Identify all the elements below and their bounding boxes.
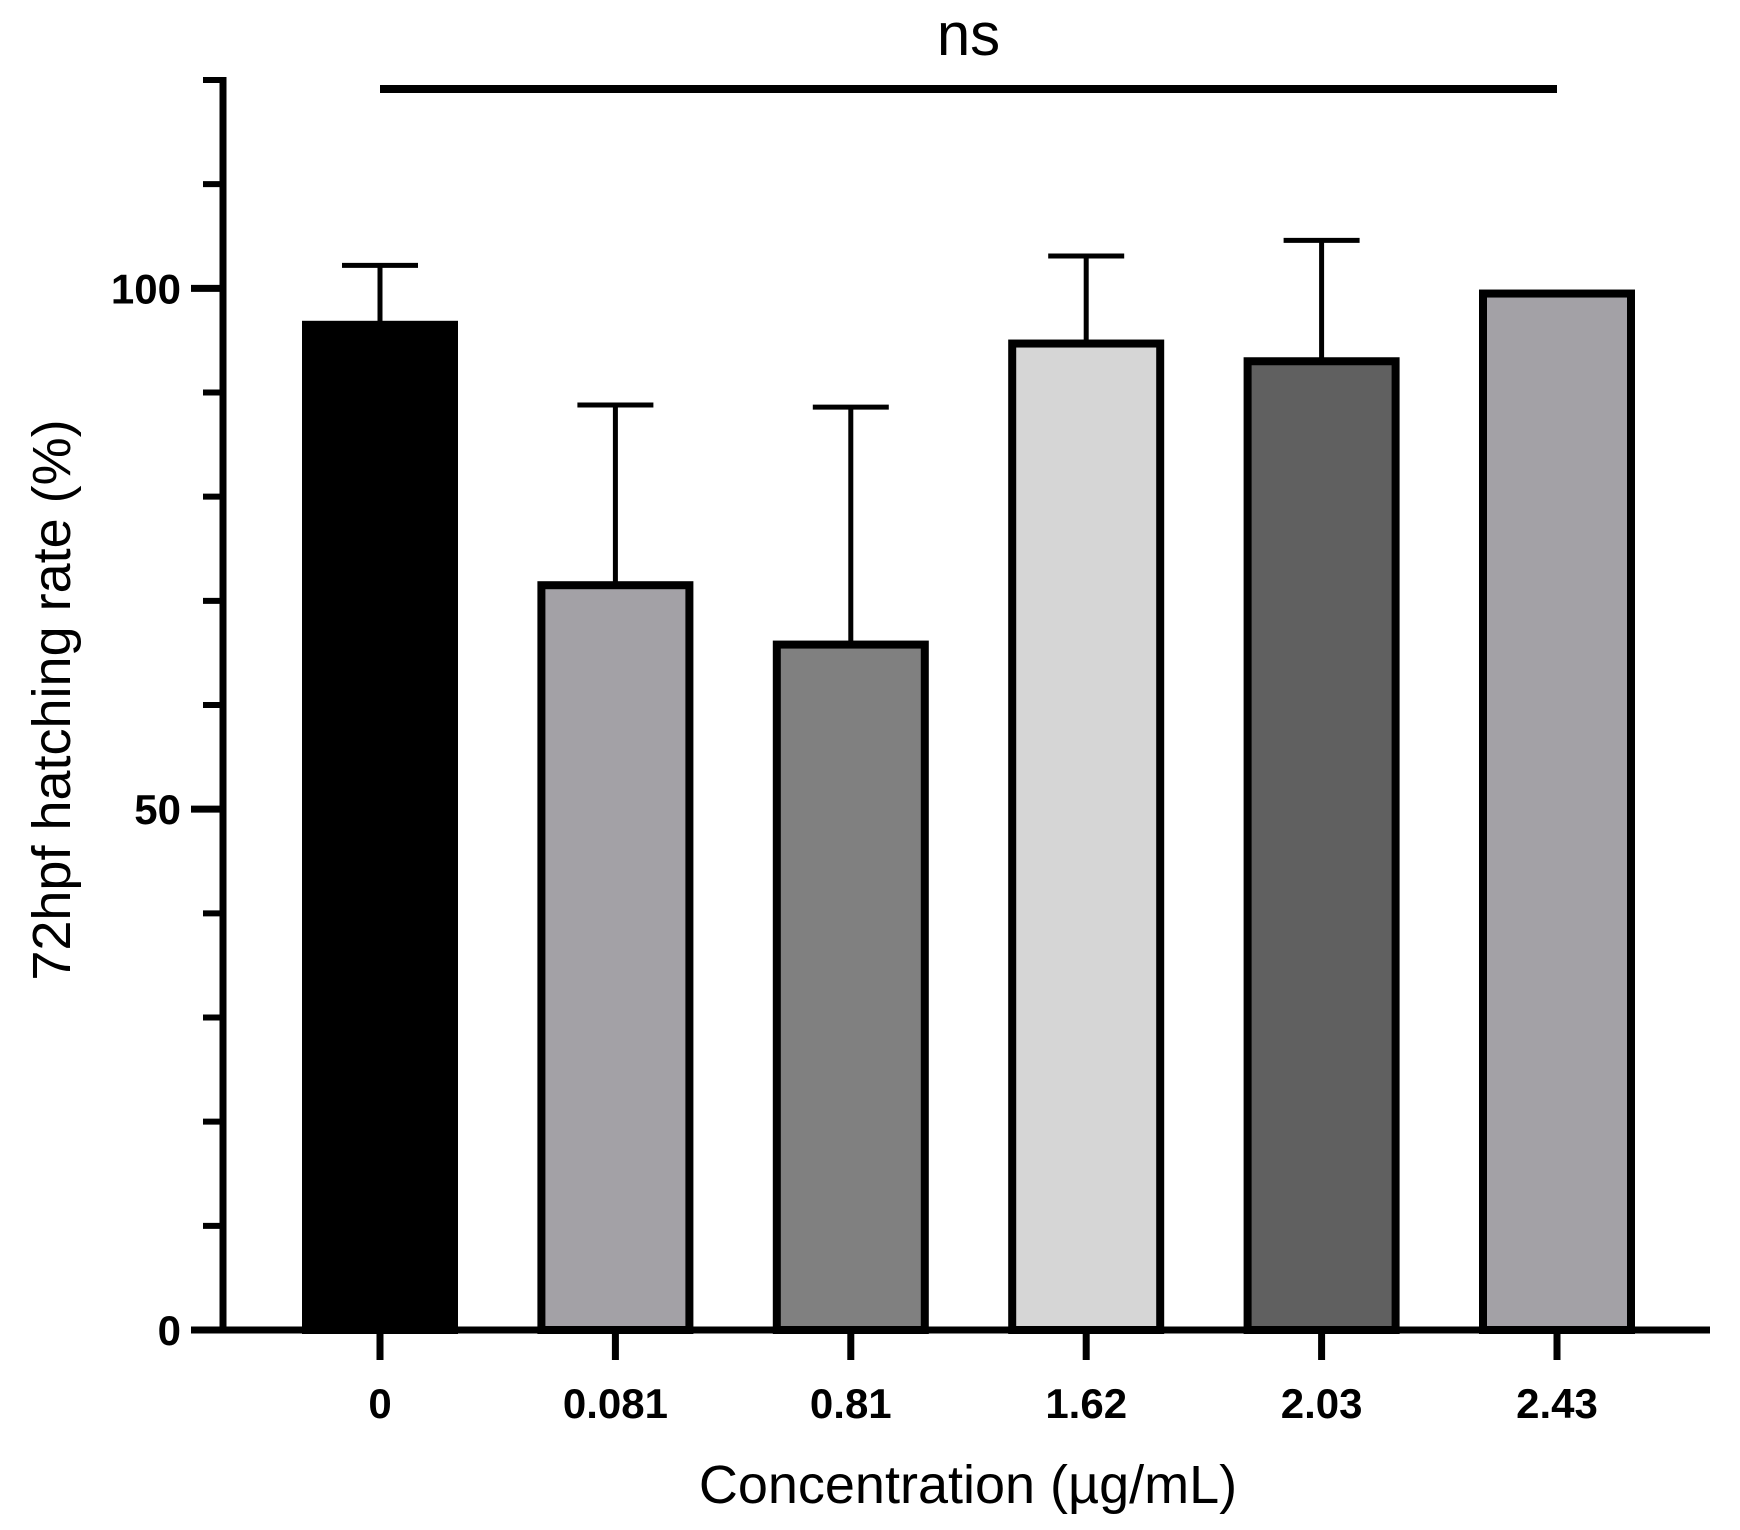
y-tick-label: 0 xyxy=(158,1307,181,1354)
bar xyxy=(772,640,929,1334)
bar xyxy=(302,320,458,1334)
bars xyxy=(302,289,1635,1335)
x-ticks: 0 0.081 0.81 1.62 2.03 2.43 xyxy=(368,1330,1598,1427)
y-major-ticks: 0 50 100 xyxy=(111,265,223,1354)
x-tick-label: 2.03 xyxy=(1281,1380,1363,1427)
x-tick-label: 1.62 xyxy=(1045,1380,1127,1427)
significance-label: ns xyxy=(937,1,1000,68)
bar xyxy=(1008,339,1165,1334)
x-tick-label: 0.081 xyxy=(563,1380,668,1427)
y-tick-label: 50 xyxy=(134,786,181,833)
x-tick-label: 0 xyxy=(368,1380,391,1427)
x-tick-label: 2.43 xyxy=(1516,1380,1598,1427)
y-axis-title: 72hpf hatching rate (%) xyxy=(22,419,82,980)
bar xyxy=(1243,357,1400,1334)
bar xyxy=(1479,289,1635,1335)
bar xyxy=(537,581,694,1334)
y-tick-label: 100 xyxy=(111,265,181,312)
error-bars xyxy=(342,237,1360,645)
x-tick-label: 0.81 xyxy=(810,1380,892,1427)
x-axis-title: Concentration (µg/mL) xyxy=(699,1455,1237,1515)
